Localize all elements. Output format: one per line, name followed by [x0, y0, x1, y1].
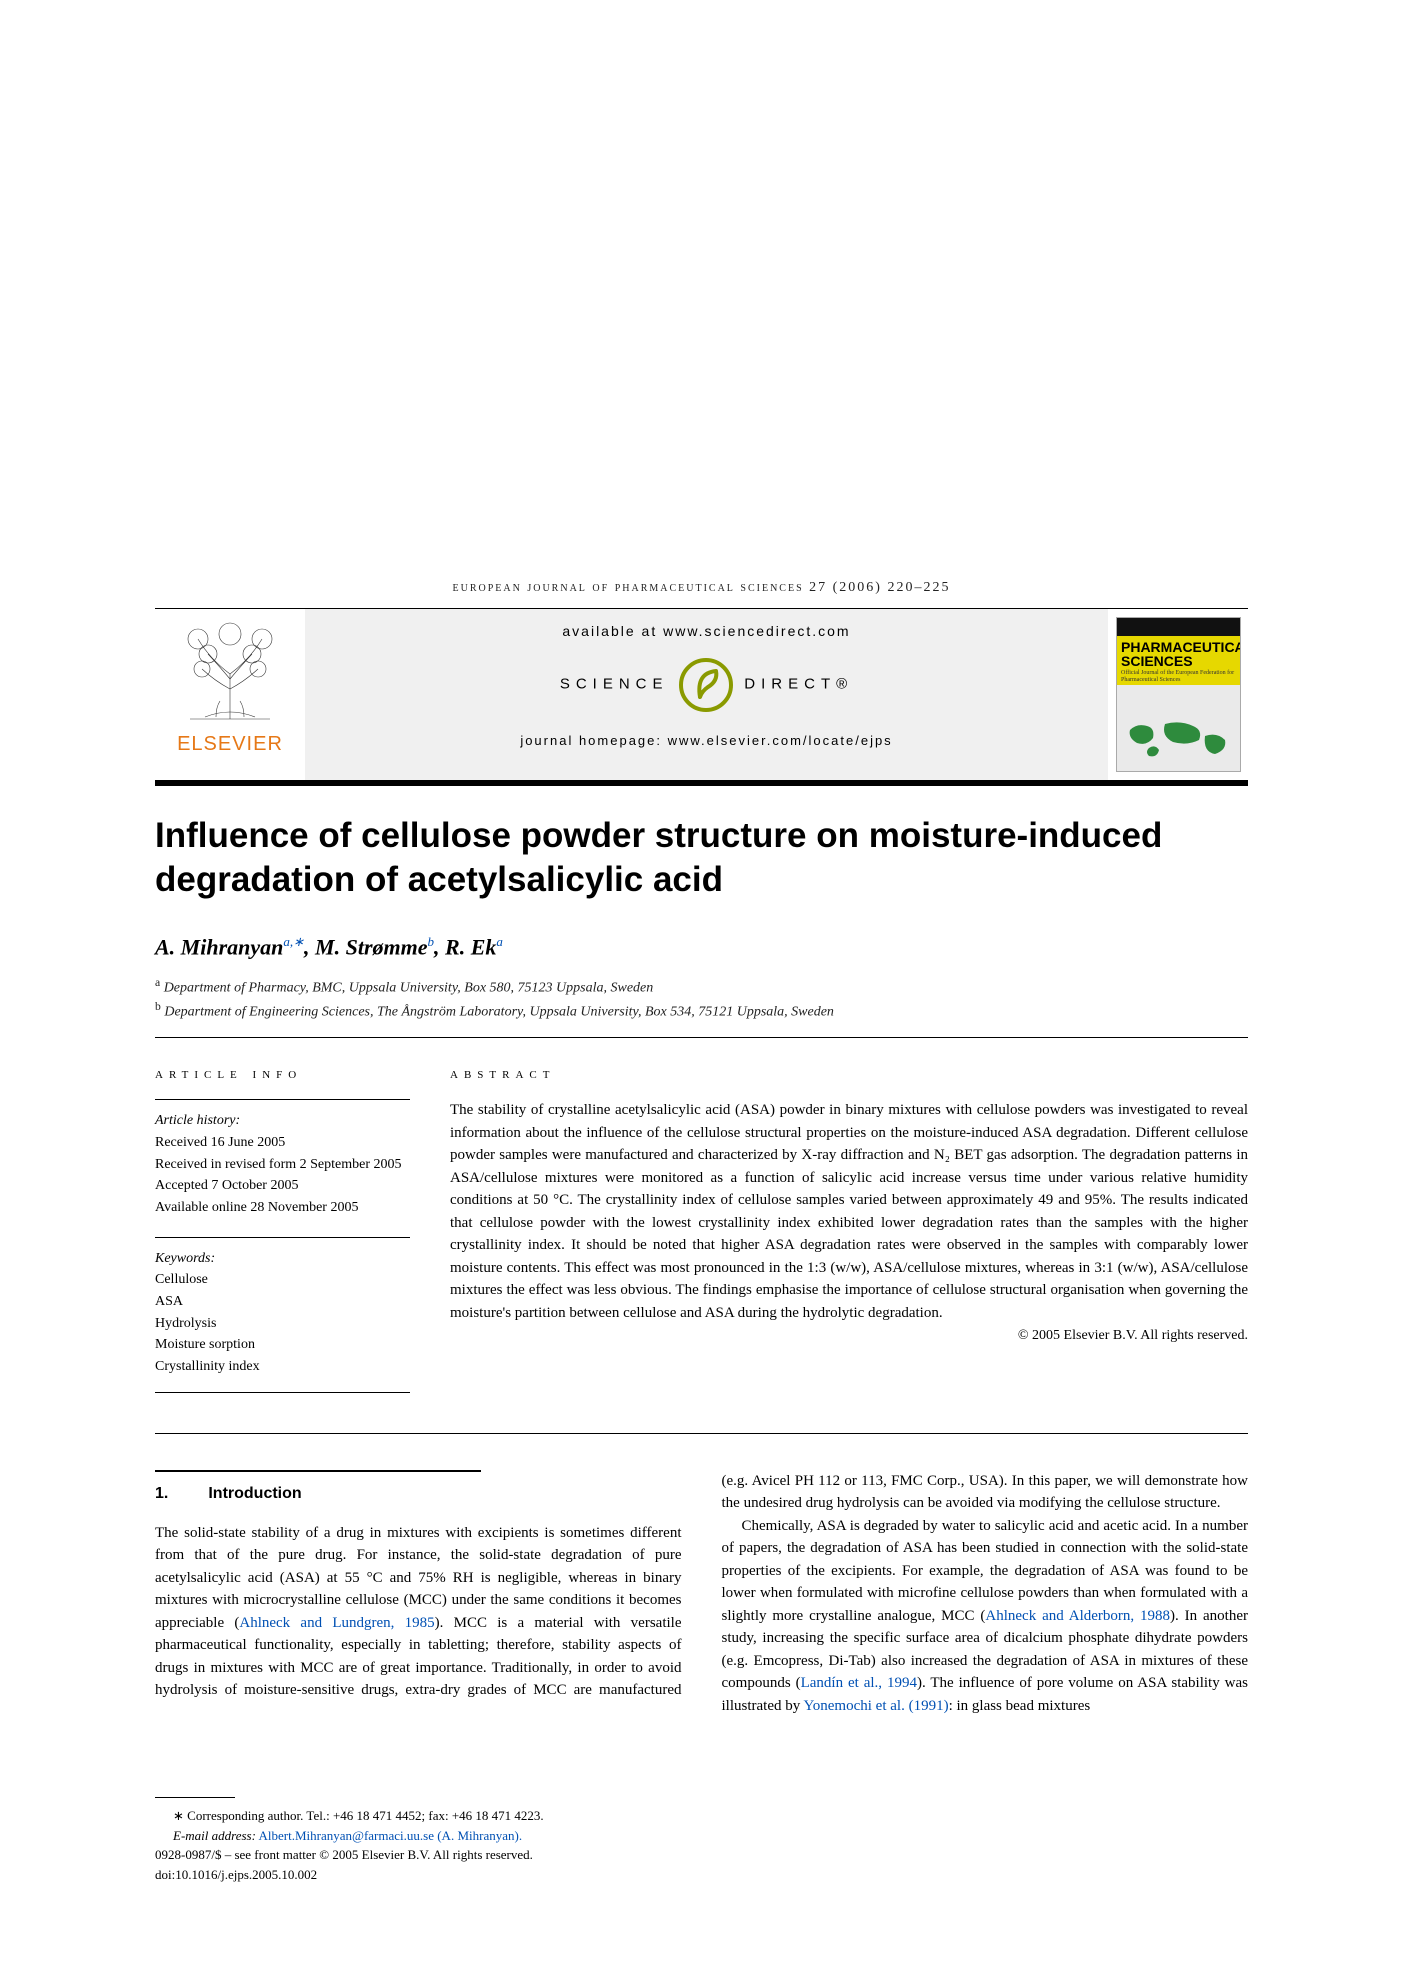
journal-cover-thumb: PHARMACEUTICAL SCIENCES Official Journal… [1116, 617, 1241, 772]
affil-b-text: Department of Engineering Sciences, The … [164, 1005, 834, 1020]
email-label: E-mail address: [173, 1828, 256, 1843]
email-line: E-mail address: Albert.Mihranyan@farmaci… [155, 1826, 680, 1846]
world-map-icon [1125, 718, 1233, 763]
ref-ahlneck-1985[interactable]: Ahlneck and Lundgren, 1985 [239, 1615, 434, 1631]
p2d: : in glass bead mixtures [949, 1698, 1091, 1714]
science-text: SCIENCE [560, 676, 669, 693]
header-band: ELSEVIER available at www.sciencedirect.… [155, 608, 1248, 786]
kw-2: Hydrolysis [155, 1316, 216, 1331]
affil-a-text: Department of Pharmacy, BMC, Uppsala Uni… [164, 980, 654, 995]
abstract-heading: abstract [450, 1066, 1248, 1083]
author-3-affil[interactable]: a [496, 934, 503, 949]
affiliation-b: b Department of Engineering Sciences, Th… [155, 998, 1248, 1023]
ref-yonemochi-1991[interactable]: Yonemochi et al. (1991) [803, 1698, 948, 1714]
affiliation-a: a Department of Pharmacy, BMC, Uppsala U… [155, 974, 1248, 999]
abstract-copyright: © 2005 Elsevier B.V. All rights reserved… [450, 1328, 1248, 1344]
kw-1: ASA [155, 1294, 183, 1309]
author-3: , R. Ek [434, 934, 496, 959]
section-num: 1. [155, 1482, 168, 1506]
author-2: , M. Strømme [304, 934, 427, 959]
sciencedirect-logo: SCIENCE DIRECT® [305, 657, 1108, 713]
article-title: Influence of cellulose powder structure … [155, 814, 1248, 902]
history-label: Article history: [155, 1113, 240, 1128]
revised-date: Received in revised form 2 September 200… [155, 1157, 401, 1172]
keywords-label: Keywords: [155, 1251, 215, 1266]
kw-3: Moisture sorption [155, 1337, 255, 1352]
elsevier-tree-icon [170, 619, 290, 724]
doi: doi:10.1016/j.ejps.2005.10.002 [155, 1865, 680, 1885]
corresponding-author: ∗ Corresponding author. Tel.: +46 18 471… [155, 1806, 680, 1826]
meta-abstract-row: article info Article history: Received 1… [155, 1066, 1248, 1434]
abstract-col: abstract The stability of crystalline ac… [450, 1066, 1248, 1411]
article-info-heading: article info [155, 1066, 410, 1083]
footnote-rule [155, 1797, 235, 1798]
p1c: undesired drug hydrolysis can be avoided… [744, 1495, 1221, 1511]
keywords-block: Keywords: Cellulose ASA Hydrolysis Moist… [155, 1237, 410, 1393]
front-matter: 0928-0987/$ – see front matter © 2005 El… [155, 1845, 680, 1865]
kw-4: Crystallinity index [155, 1359, 260, 1374]
email-link[interactable]: Albert.Mihranyan@farmaci.uu.se (A. Mihra… [258, 1828, 522, 1843]
received-date: Received 16 June 2005 [155, 1135, 285, 1150]
accepted-date: Accepted 7 October 2005 [155, 1178, 298, 1193]
section-1-heading: 1. Introduction [155, 1470, 481, 1506]
author-list: A. Mihranyana,∗, M. Strømmeb, R. Eka [155, 934, 1248, 960]
author-1: A. Mihranyan [155, 934, 283, 959]
abstract-text: The stability of crystalline acetylsalic… [450, 1099, 1248, 1324]
ref-landin-1994[interactable]: Landín et al., 1994 [801, 1675, 917, 1691]
intro-para-2: Chemically, ASA is degraded by water to … [722, 1515, 1249, 1718]
direct-text: DIRECT® [744, 676, 853, 693]
journal-ref-header: european journal of pharmaceutical scien… [155, 580, 1248, 596]
body-columns: 1. Introduction The solid-state stabilit… [155, 1470, 1248, 1718]
elsevier-logo-box: ELSEVIER [155, 609, 305, 780]
available-at: available at www.sciencedirect.com [305, 623, 1108, 639]
footnotes: ∗ Corresponding author. Tel.: +46 18 471… [155, 1797, 680, 1884]
elsevier-wordmark: ELSEVIER [163, 733, 297, 756]
header-middle: available at www.sciencedirect.com SCIEN… [305, 609, 1108, 780]
author-1-corr[interactable]: ∗ [293, 934, 304, 949]
homepage-line: journal homepage: www.elsevier.com/locat… [305, 733, 1108, 748]
journal-cover-box: PHARMACEUTICAL SCIENCES Official Journal… [1108, 609, 1248, 780]
cover-title: PHARMACEUTICAL SCIENCES [1121, 640, 1236, 668]
section-title: Introduction [208, 1482, 301, 1506]
author-1-affil[interactable]: a, [283, 934, 293, 949]
divider [155, 1037, 1248, 1038]
article-history: Article history: Received 16 June 2005 R… [155, 1099, 410, 1218]
cover-subtitle: Official Journal of the European Federat… [1121, 670, 1236, 683]
kw-0: Cellulose [155, 1272, 208, 1287]
online-date: Available online 28 November 2005 [155, 1200, 358, 1215]
ref-ahlneck-1988[interactable]: Ahlneck and Alderborn, 1988 [985, 1608, 1170, 1624]
article-info-col: article info Article history: Received 1… [155, 1066, 410, 1411]
